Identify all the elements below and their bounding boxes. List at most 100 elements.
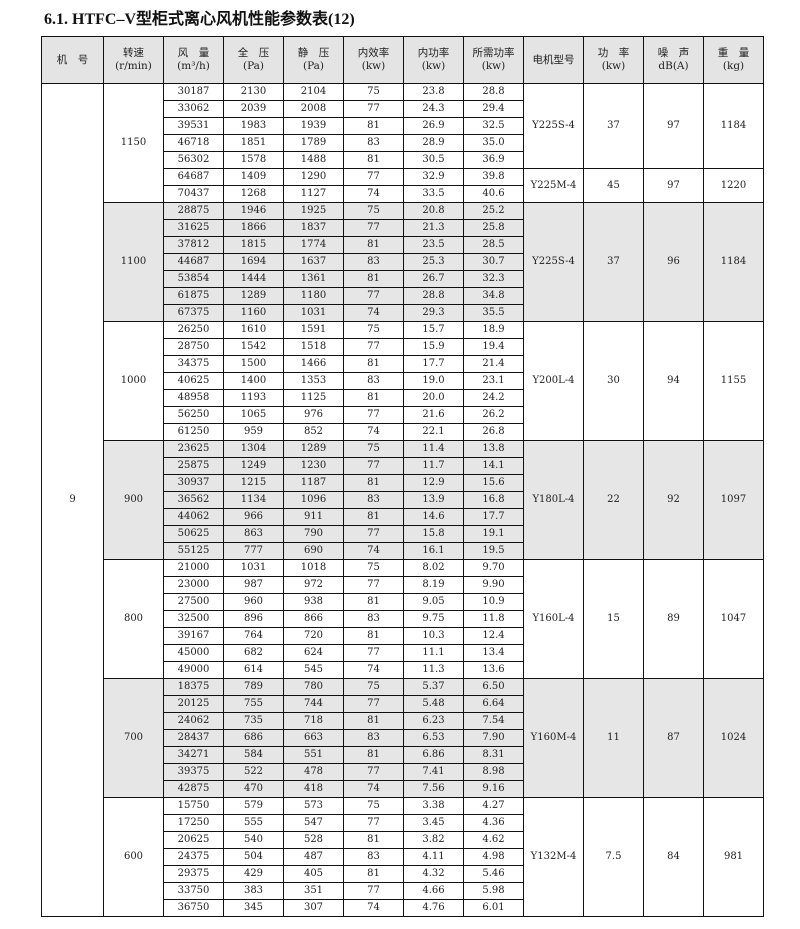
data-cell: 83 bbox=[343, 372, 404, 390]
data-cell: 20.8 bbox=[403, 202, 464, 220]
data-cell: 30187 bbox=[163, 83, 224, 101]
data-cell: 53854 bbox=[163, 270, 224, 288]
data-cell: 1789 bbox=[283, 134, 344, 152]
header-label: 内效率 bbox=[357, 47, 390, 59]
data-cell: 1180 bbox=[283, 287, 344, 305]
data-cell: 5.98 bbox=[463, 882, 524, 900]
header-label: 功 率 bbox=[597, 47, 630, 59]
speed-cell: 700 bbox=[103, 678, 164, 798]
data-cell: 74 bbox=[343, 185, 404, 203]
data-cell: 12.9 bbox=[403, 474, 464, 492]
table-row: 9 1150 30187 2130 2104 75 23.8 28.8 Y225S-4 37 97 1… bbox=[41, 83, 764, 917]
table-row: 37812 1815 1774 81 23.5 28.5 bbox=[42, 236, 764, 254]
table-row: 900 23625 1304 1289 75 11.4 13.8 Y180L-4 22 92 109… bbox=[42, 440, 764, 560]
data-cell: 1518 bbox=[283, 338, 344, 356]
table-row: 34271 584 551 81 6.86 8.31 bbox=[42, 746, 764, 764]
data-cell: 18375 bbox=[163, 678, 224, 696]
data-cell: 28.8 bbox=[463, 83, 524, 101]
data-cell: 36750 bbox=[163, 899, 224, 917]
motor-power-cell: 37 bbox=[583, 202, 644, 322]
motor-power-cell: 45 bbox=[583, 168, 644, 203]
data-cell: 32.9 bbox=[403, 168, 464, 186]
data-cell: 1939 bbox=[283, 117, 344, 135]
data-cell: 780 bbox=[283, 678, 344, 696]
data-cell: 83 bbox=[343, 491, 404, 509]
performance-table: 机 号转速 (r/min) 风 量 (m³/h) 全 压 (Pa) 静 压 (Pa) 内效率 (k… bbox=[41, 36, 764, 917]
data-cell: 15.7 bbox=[403, 321, 464, 339]
data-cell: 790 bbox=[283, 525, 344, 543]
data-cell: 15750 bbox=[163, 797, 224, 815]
table-row: 39375 522 478 77 7.41 8.98 bbox=[42, 763, 764, 781]
data-cell: 20125 bbox=[163, 695, 224, 713]
header-unit: (m³/h) bbox=[177, 60, 210, 72]
data-cell: 70437 bbox=[163, 185, 224, 203]
weight-cell: 1047 bbox=[703, 559, 764, 679]
data-cell: 77 bbox=[343, 219, 404, 237]
data-cell: 351 bbox=[283, 882, 344, 900]
header-label: 内功率 bbox=[417, 47, 450, 59]
noise-cell: 92 bbox=[643, 440, 704, 560]
header-label: 电机型号 bbox=[532, 53, 575, 66]
data-cell: 77 bbox=[343, 100, 404, 118]
data-cell: 77 bbox=[343, 814, 404, 832]
weight-cell: 1220 bbox=[703, 168, 764, 203]
data-cell: 13.8 bbox=[463, 440, 524, 458]
data-cell: 81 bbox=[343, 712, 404, 730]
data-cell: 34.8 bbox=[463, 287, 524, 305]
data-cell: 4.11 bbox=[403, 848, 464, 866]
data-cell: 64687 bbox=[163, 168, 224, 186]
data-cell: 487 bbox=[283, 848, 344, 866]
data-cell: 74 bbox=[343, 899, 404, 917]
data-cell: 74 bbox=[343, 661, 404, 679]
data-cell: 75 bbox=[343, 440, 404, 458]
table-row: 61875 1289 1180 77 28.8 34.8 bbox=[42, 287, 764, 305]
data-cell: 28.5 bbox=[463, 236, 524, 254]
data-cell: 37812 bbox=[163, 236, 224, 254]
data-cell: 83 bbox=[343, 848, 404, 866]
data-cell: 4.36 bbox=[463, 814, 524, 832]
table-row: 64687 1409 1290 77 32.9 39.8 Y225M-4 45 97 1220 bbox=[42, 168, 764, 203]
column-header: 噪 声 dB(A) bbox=[643, 36, 704, 84]
data-cell: 81 bbox=[343, 831, 404, 849]
header-label: 转速 bbox=[123, 47, 144, 59]
data-cell: 75 bbox=[343, 83, 404, 101]
data-cell: 5.46 bbox=[463, 865, 524, 883]
data-cell: 17.7 bbox=[463, 508, 524, 526]
data-cell: 7.56 bbox=[403, 780, 464, 798]
data-cell: 614 bbox=[223, 661, 284, 679]
column-header: 静 压 (Pa) bbox=[283, 36, 344, 84]
data-cell: 33062 bbox=[163, 100, 224, 118]
header-unit: dB(A) bbox=[658, 60, 689, 72]
table-row: 36750 345 307 74 4.76 6.01 bbox=[42, 899, 764, 917]
header-unit: (kw) bbox=[361, 60, 386, 72]
data-cell: 28437 bbox=[163, 729, 224, 747]
data-cell: 81 bbox=[343, 593, 404, 611]
speed-cell: 600 bbox=[103, 797, 164, 917]
data-cell: 13.6 bbox=[463, 661, 524, 679]
data-cell: 1031 bbox=[283, 304, 344, 322]
data-cell: 16.8 bbox=[463, 491, 524, 509]
motor-model-cell: Y180L-4 bbox=[523, 440, 584, 560]
data-cell: 540 bbox=[223, 831, 284, 849]
data-cell: 77 bbox=[343, 338, 404, 356]
data-cell: 77 bbox=[343, 287, 404, 305]
data-cell: 20625 bbox=[163, 831, 224, 849]
data-cell: 67375 bbox=[163, 304, 224, 322]
data-cell: 1289 bbox=[283, 440, 344, 458]
table-row: 61250 959 852 74 22.1 26.8 bbox=[42, 423, 764, 441]
weight-cell: 981 bbox=[703, 797, 764, 917]
data-cell: 25.3 bbox=[403, 253, 464, 271]
data-cell: 470 bbox=[223, 780, 284, 798]
table-row: 49000 614 545 74 11.3 13.6 bbox=[42, 661, 764, 679]
data-cell: 26.9 bbox=[403, 117, 464, 135]
data-cell: 21.3 bbox=[403, 219, 464, 237]
data-cell: 6.01 bbox=[463, 899, 524, 917]
data-cell: 4.66 bbox=[403, 882, 464, 900]
data-cell: 959 bbox=[223, 423, 284, 441]
table-row: 42875 470 418 74 7.56 9.16 bbox=[42, 780, 764, 798]
data-cell: 36.9 bbox=[463, 151, 524, 169]
data-cell: 4.62 bbox=[463, 831, 524, 849]
data-cell: 1983 bbox=[223, 117, 284, 135]
data-cell: 9.16 bbox=[463, 780, 524, 798]
data-cell: 418 bbox=[283, 780, 344, 798]
